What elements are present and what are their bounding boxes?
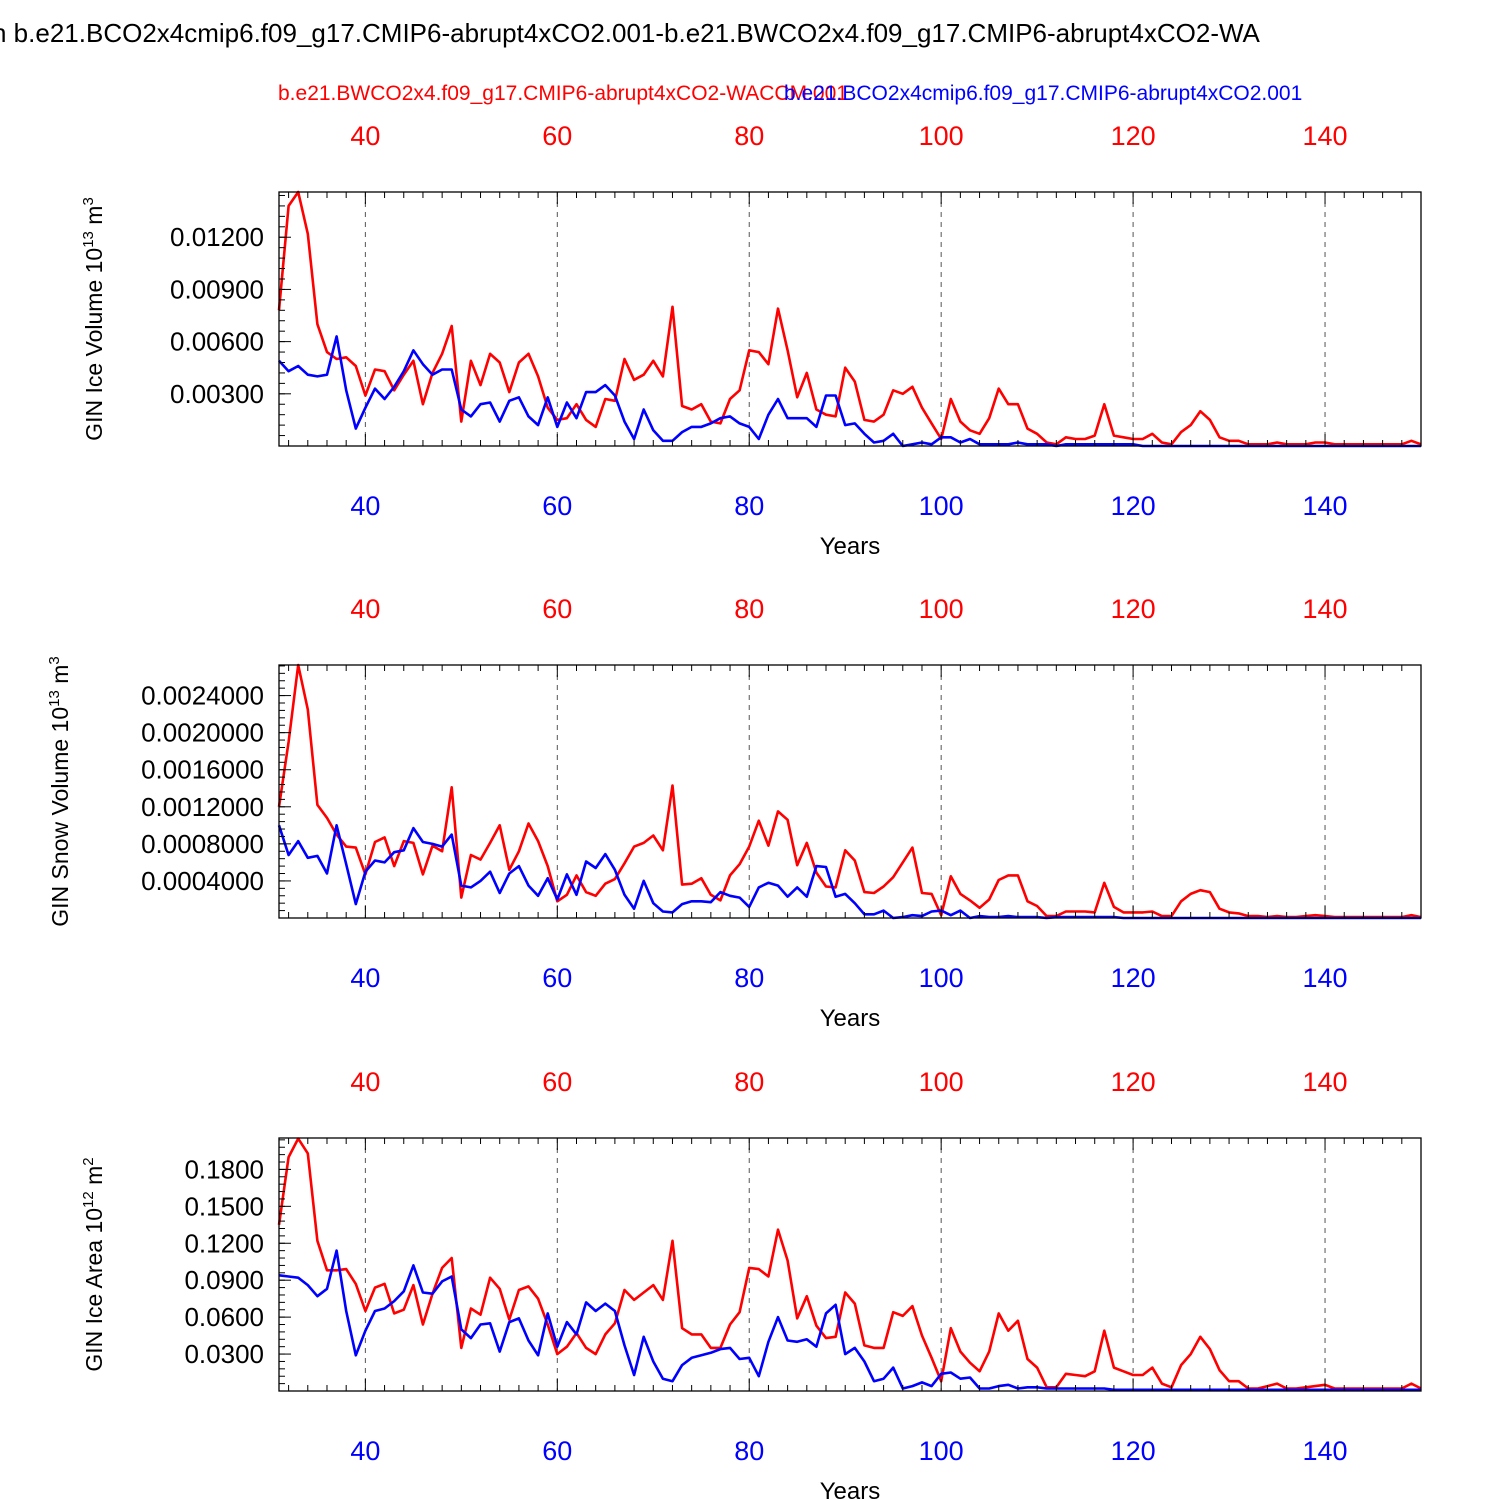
x-tick-label-top: 40 [350,1067,380,1097]
legend-red-label: b.e21.BWCO2x4.f09_g17.CMIP6-abrupt4xCO2-… [278,82,848,105]
x-tick-label-top: 140 [1303,594,1348,624]
x-tick-label-bottom: 140 [1303,491,1348,521]
series-line-blue [278,335,1421,448]
y-axis-label: GIN Ice Volume 1013 m3 [80,197,107,441]
chart-title: n b.e21.BCO2x4cmip6.f09_g17.CMIP6-abrupt… [0,18,1260,48]
x-tick-label-top: 120 [1111,121,1156,151]
x-tick-label-top: 60 [542,1067,572,1097]
x-tick-label-bottom: 60 [542,1436,572,1466]
x-tick-label-top: 100 [919,1067,964,1097]
y-tick-label: 0.00300 [170,379,264,409]
x-tick-label-top: 140 [1303,121,1348,151]
y-tick-label: 0.1800 [184,1154,264,1184]
panel-2: 0.0004000 0.0008000 0.0012000 0.0016000 0.00… [46,594,1422,1032]
y-tick-label: 0.0008000 [141,829,264,859]
x-tick-label-top: 100 [919,121,964,151]
y-tick-label: 0.0012000 [141,792,264,822]
plot-frame [278,1137,1422,1392]
x-tick-label-bottom: 100 [919,491,964,521]
y-axis-label: GIN Ice Area 1012 m2 [80,1157,107,1371]
y-tick-label: 0.1200 [184,1228,264,1258]
x-tick-label-top: 120 [1111,1067,1156,1097]
y-tick-label: 0.0020000 [141,718,264,748]
y-axis-label: GIN Snow Volume 1013 m3 [46,656,73,927]
x-tick-label-bottom: 120 [1111,963,1156,993]
x-tick-label-top: 120 [1111,594,1156,624]
series-line-red [277,663,1422,919]
plot-frame [278,191,1422,447]
series-line-blue [277,823,1421,920]
x-tick-label-bottom: 120 [1111,1436,1156,1466]
y-tick-label: 0.0300 [184,1339,264,1369]
series-line-red [277,1137,1422,1390]
x-tick-label-bottom: 40 [350,1436,380,1466]
x-tick-label-top: 80 [734,594,764,624]
x-axis-label: Years [820,1005,881,1032]
x-tick-label-top: 60 [542,121,572,151]
x-tick-label-bottom: 100 [919,963,964,993]
y-tick-label: 0.0016000 [141,755,264,785]
x-axis-label: Years [820,1478,881,1500]
y-tick-label: 0.00900 [170,274,264,304]
legend-blue-label: b.e21.BCO2x4cmip6.f09_g17.CMIP6-abrupt4x… [784,82,1303,105]
x-tick-label-bottom: 40 [350,963,380,993]
x-axis-label: Years [820,533,881,560]
x-tick-label-bottom: 80 [734,1436,764,1466]
y-tick-label: 0.0004000 [141,866,264,896]
x-tick-label-bottom: 140 [1303,963,1348,993]
panel-1: 0.00300 0.00600 0.00900 0.01200 40 40 60 60 80 80… [80,121,1422,560]
x-tick-label-bottom: 60 [542,491,572,521]
y-tick-label: 0.0900 [184,1265,264,1295]
y-tick-label: 0.0600 [184,1302,264,1332]
y-tick-label: 0.00600 [170,327,264,357]
x-tick-label-bottom: 80 [734,963,764,993]
x-tick-label-top: 80 [734,121,764,151]
x-tick-label-bottom: 80 [734,491,764,521]
y-tick-label: 0.0024000 [141,681,264,711]
x-tick-label-top: 60 [542,594,572,624]
x-tick-label-top: 140 [1303,1067,1348,1097]
x-tick-label-top: 80 [734,1067,764,1097]
x-tick-label-bottom: 100 [919,1436,964,1466]
y-tick-label: 0.1500 [184,1191,264,1221]
panel-3: 0.0300 0.0600 0.0900 0.1200 0.1500 0.1800 40 40… [80,1067,1422,1500]
x-tick-label-top: 100 [919,594,964,624]
x-tick-label-top: 40 [350,121,380,151]
series-line-red [277,190,1422,446]
x-tick-label-bottom: 40 [350,491,380,521]
x-tick-label-bottom: 120 [1111,491,1156,521]
x-tick-label-bottom: 140 [1303,1436,1348,1466]
x-tick-label-top: 40 [350,594,380,624]
x-tick-label-bottom: 60 [542,963,572,993]
series-line-blue [278,1249,1421,1392]
y-tick-label: 0.01200 [170,222,264,252]
